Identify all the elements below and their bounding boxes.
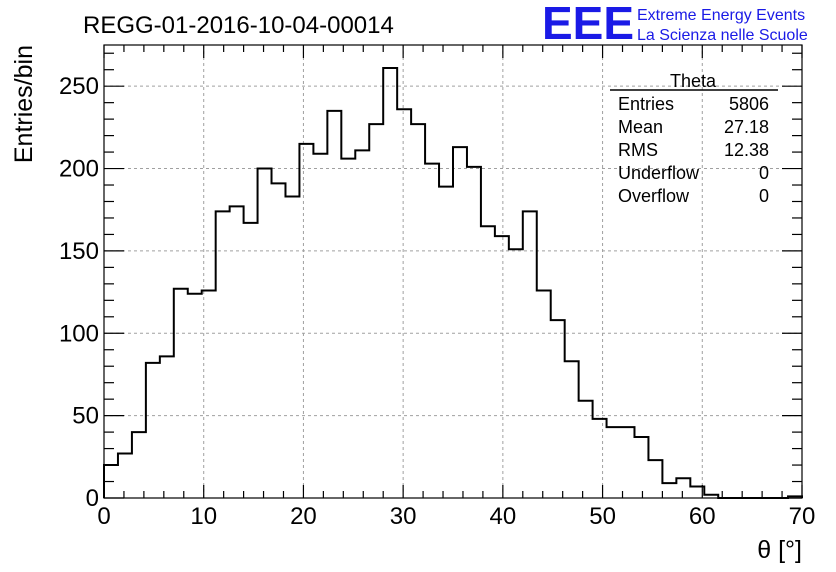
histogram-bin — [648, 460, 662, 498]
x-tick-label: 50 — [589, 503, 616, 530]
histogram-bin — [565, 361, 579, 498]
eee-logo: EEE Extreme Energy Events La Scienza nel… — [542, 0, 808, 49]
stats-title: Theta — [670, 71, 717, 91]
histogram-bin — [285, 197, 299, 498]
histogram-bin — [369, 124, 383, 498]
histogram-bin — [216, 211, 230, 498]
y-tick-label: 250 — [59, 73, 99, 100]
x-tick-label: 10 — [190, 503, 217, 530]
x-tick-label: 60 — [689, 503, 716, 530]
stats-value-mean: 27.18 — [724, 117, 769, 137]
histogram-bin — [634, 437, 648, 498]
plot-frame — [103, 44, 803, 499]
x-tick-label: 0 — [97, 503, 110, 530]
histogram-bin — [593, 419, 607, 498]
eee-logo-line1: Extreme Energy Events — [637, 7, 805, 24]
histogram-bin — [202, 290, 216, 498]
stats-label-rms: RMS — [618, 140, 658, 160]
histogram-bin — [607, 427, 621, 498]
histogram-bin — [537, 290, 551, 498]
histogram-bin — [146, 363, 160, 498]
eee-logo-mark: EEE — [542, 0, 634, 49]
histogram-bin — [579, 401, 593, 498]
histogram-bin — [258, 169, 272, 498]
x-tick-label: 40 — [490, 503, 517, 530]
histogram-bin — [174, 289, 188, 498]
histogram-bin — [327, 111, 341, 498]
x-tick-label: 20 — [290, 503, 317, 530]
x-tick-label: 30 — [390, 503, 417, 530]
stats-value-underflow: 0 — [759, 163, 769, 183]
histogram-bin — [132, 432, 146, 498]
histogram-bin — [439, 187, 453, 498]
histogram-bin — [509, 249, 523, 498]
stats-value-overflow: 0 — [759, 186, 769, 206]
y-tick-label: 0 — [86, 485, 99, 512]
stats-box: Theta Entries 5806 Mean 27.18 RMS 12.38 … — [610, 71, 778, 206]
histogram-bin — [160, 356, 174, 498]
histogram-bin — [118, 454, 132, 498]
axis-ticks — [103, 45, 803, 499]
histogram-bin — [355, 150, 369, 498]
stats-label-underflow: Underflow — [618, 163, 700, 183]
y-axis-label: Entries/bin — [10, 45, 38, 163]
x-tick-label: 70 — [789, 503, 816, 530]
eee-logo-line2: La Scienza nelle Scuole — [637, 27, 808, 44]
histogram-bars — [103, 67, 803, 499]
histogram-bin — [272, 183, 286, 498]
histogram-bin — [188, 294, 202, 498]
histogram-bin — [341, 159, 355, 498]
stats-label-mean: Mean — [618, 117, 663, 137]
histogram-bin — [299, 144, 313, 498]
y-tick-label: 100 — [59, 320, 99, 347]
histogram-bin — [397, 109, 411, 498]
histogram-bin — [313, 154, 327, 498]
x-tick-labels: 0 10 20 30 40 50 60 70 — [97, 503, 815, 530]
histogram-bin — [425, 164, 439, 498]
x-axis-label: θ [°] — [757, 536, 802, 564]
histogram-bin — [676, 478, 690, 498]
stats-value-rms: 12.38 — [724, 140, 769, 160]
stats-value-entries: 5806 — [729, 94, 769, 114]
histogram-bin — [523, 211, 537, 498]
histogram-bin — [551, 320, 565, 498]
histogram-bin — [481, 226, 495, 498]
histogram-outline — [103, 67, 803, 499]
histogram-bin — [453, 147, 467, 498]
stats-label-entries: Entries — [618, 94, 674, 114]
chart-title: REGG-01-2016-10-04-00014 — [83, 12, 394, 39]
y-tick-label: 50 — [72, 403, 99, 430]
y-tick-label: 150 — [59, 238, 99, 265]
histogram-bin — [495, 236, 509, 498]
histogram-bin — [662, 483, 676, 498]
histogram-bin — [467, 167, 481, 498]
histogram-bin — [621, 427, 635, 498]
y-tick-labels: 0 50 100 150 200 250 — [59, 73, 99, 512]
stats-label-overflow: Overflow — [618, 186, 690, 206]
histogram-bin — [244, 223, 258, 498]
histogram-bin — [383, 68, 397, 498]
histogram-bin — [230, 206, 244, 498]
histogram-bin — [411, 124, 425, 498]
y-tick-label: 200 — [59, 156, 99, 183]
